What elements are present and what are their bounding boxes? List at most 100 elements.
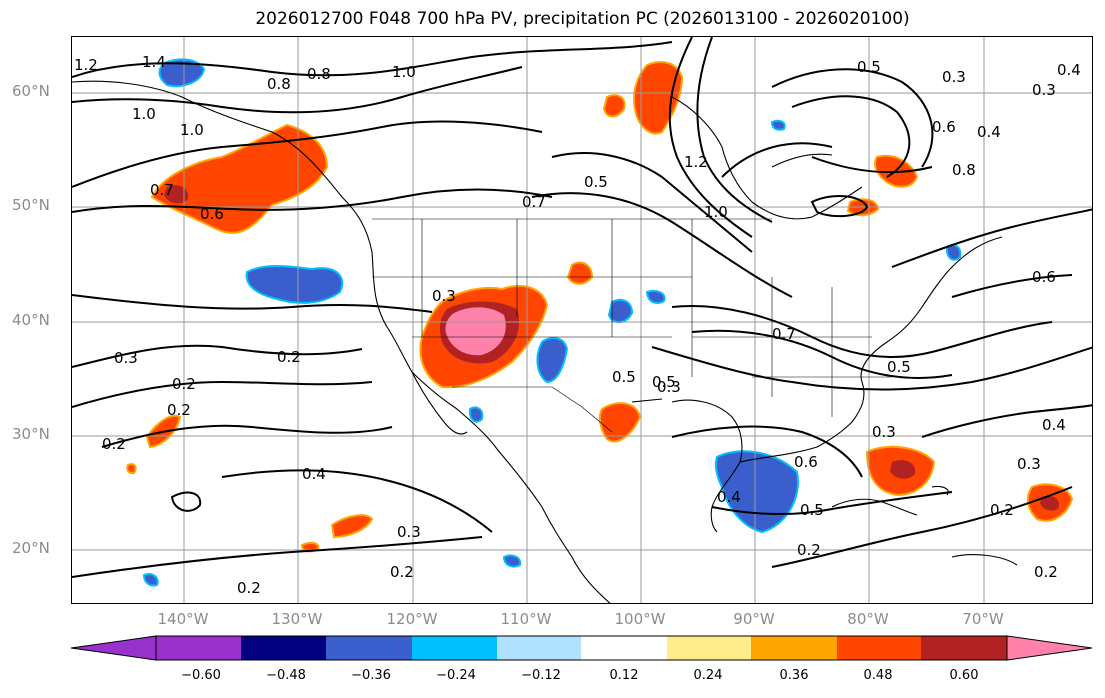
- colorbar-tick: −0.48: [266, 668, 306, 683]
- colorbar-extend-max: [1006, 635, 1093, 661]
- colorbar-tick: 0.12: [609, 668, 639, 683]
- precip-dark-area: [890, 460, 916, 479]
- precip-dark-area: [164, 185, 189, 204]
- precip-shading: [126, 58, 1074, 587]
- precip-positive-area: [566, 261, 594, 285]
- colorbar-tick: −0.60: [181, 668, 221, 683]
- contour-label: 0.3: [1017, 455, 1041, 473]
- colorbar-segment: [921, 636, 1007, 660]
- colorbar-outline: [155, 635, 1008, 661]
- colorbar-segment: [326, 636, 412, 660]
- colorbar: [70, 635, 1093, 661]
- contour-label: 1.0: [704, 203, 728, 221]
- colorbar-tick: −0.24: [436, 668, 476, 683]
- colorbar-segment: [156, 636, 241, 660]
- colorbar-tick: −0.12: [521, 668, 561, 683]
- contour-label: 0.4: [977, 123, 1001, 141]
- precip-negative-area: [468, 406, 484, 423]
- contour-label: 0.5: [800, 501, 824, 519]
- colorbar-segment: [751, 636, 837, 660]
- colorbar-segment: [837, 636, 921, 660]
- contour-label: 0.6: [794, 453, 818, 471]
- contour-label: 0.7: [772, 325, 796, 343]
- precip-max-area: [445, 307, 506, 356]
- contour-label: 1.2: [684, 153, 708, 171]
- precip-positive-area: [330, 514, 374, 539]
- contour-label: 0.4: [1057, 61, 1081, 79]
- contour-label: 0.3: [1032, 81, 1056, 99]
- contour-label: 0.2: [172, 375, 196, 393]
- contour-label: 0.5: [652, 373, 676, 391]
- contour-label: 0.3: [657, 378, 681, 396]
- colorbar-tick: −0.36: [351, 668, 391, 683]
- precip-positive-area: [598, 402, 642, 443]
- contour-label: 0.6: [1032, 268, 1056, 286]
- contour-label: 0.6: [932, 118, 956, 136]
- contour-label: 0.2: [797, 541, 821, 559]
- lon-label-70w: 70°W: [962, 610, 1004, 628]
- contour-label: 0.3: [432, 287, 456, 305]
- lon-label-90w: 90°W: [733, 610, 775, 628]
- colorbar-segment: [581, 636, 667, 660]
- precip-dark-area: [1040, 495, 1059, 511]
- precip-negative-area: [158, 58, 206, 88]
- lon-label-110w: 110°W: [500, 610, 552, 628]
- contour-label: 1.0: [180, 121, 204, 139]
- coastlines: [72, 80, 1018, 603]
- contour-label: 0.2: [390, 563, 414, 581]
- colorbar-extend-min: [70, 635, 157, 661]
- contour-label: 0.5: [887, 358, 911, 376]
- precip-negative-area: [245, 264, 344, 304]
- contour-label: 0.6: [200, 205, 224, 223]
- precip-negative-area: [502, 554, 522, 568]
- map-svg: 1.2 1.4 1.0 0.8 0.8 1.0 1.0 0.7 0.6 0.3 …: [72, 37, 1092, 603]
- lat-label-20n: 20°N: [12, 539, 50, 557]
- contour-label: 0.2: [102, 435, 126, 453]
- colorbar-tick: 0.36: [779, 668, 809, 683]
- precip-positive-area: [602, 94, 626, 118]
- contour-label: 0.7: [150, 181, 174, 199]
- lat-label-60n: 60°N: [12, 82, 50, 100]
- contour-label: 0.2: [237, 579, 261, 597]
- map-plot-area: 1.2 1.4 1.0 0.8 0.8 1.0 1.0 0.7 0.6 0.3 …: [71, 36, 1093, 604]
- contour-label: 0.3: [872, 423, 896, 441]
- contour-label: 0.4: [1042, 416, 1066, 434]
- precip-negative-area: [770, 119, 786, 131]
- contour-labels: 1.2 1.4 1.0 0.8 0.8 1.0 1.0 0.7 0.6 0.3 …: [74, 53, 1081, 597]
- contour-label: 0.7: [522, 193, 546, 211]
- contour-label: 1.0: [392, 63, 416, 81]
- lon-label-100w: 100°W: [614, 610, 666, 628]
- contour-label: 0.8: [952, 161, 976, 179]
- lat-label-30n: 30°N: [12, 425, 50, 443]
- colorbar-segment: [667, 636, 751, 660]
- colorbar-tick: 0.24: [693, 668, 723, 683]
- colorbar-tick: 0.48: [863, 668, 893, 683]
- contour-label: 0.5: [857, 58, 881, 76]
- contour-label: 0.8: [267, 75, 291, 93]
- colorbar-segment: [412, 636, 497, 660]
- contour-label: 0.5: [612, 368, 636, 386]
- contour-label: 1.0: [132, 105, 156, 123]
- pv-contours: [72, 37, 1092, 578]
- contour-label: 0.2: [167, 401, 191, 419]
- precip-negative-area: [607, 298, 634, 324]
- precip-positive-area: [150, 123, 329, 234]
- precip-negative-area: [536, 336, 569, 384]
- map-title: 2026012700 F048 700 hPa PV, precipitatio…: [255, 9, 910, 29]
- contour-label: 0.3: [397, 523, 421, 541]
- colorbar-segment: [497, 636, 581, 660]
- contour-label: 1.4: [142, 53, 166, 71]
- contour-label: 0.2: [277, 348, 301, 366]
- lon-label-130w: 130°W: [271, 610, 323, 628]
- colorbar-tick: 0.60: [949, 668, 979, 683]
- contour-label: 0.4: [717, 488, 741, 506]
- contour-label: 0.8: [307, 65, 331, 83]
- contour-label: 0.4: [302, 465, 326, 483]
- contour-label: 0.2: [990, 501, 1014, 519]
- lon-label-140w: 140°W: [157, 610, 209, 628]
- lat-label-40n: 40°N: [12, 311, 50, 329]
- contour-label: 0.3: [114, 349, 138, 367]
- contour-label: 0.2: [1034, 563, 1058, 581]
- precip-positive-area: [126, 463, 137, 475]
- contour-label: 0.3: [942, 68, 966, 86]
